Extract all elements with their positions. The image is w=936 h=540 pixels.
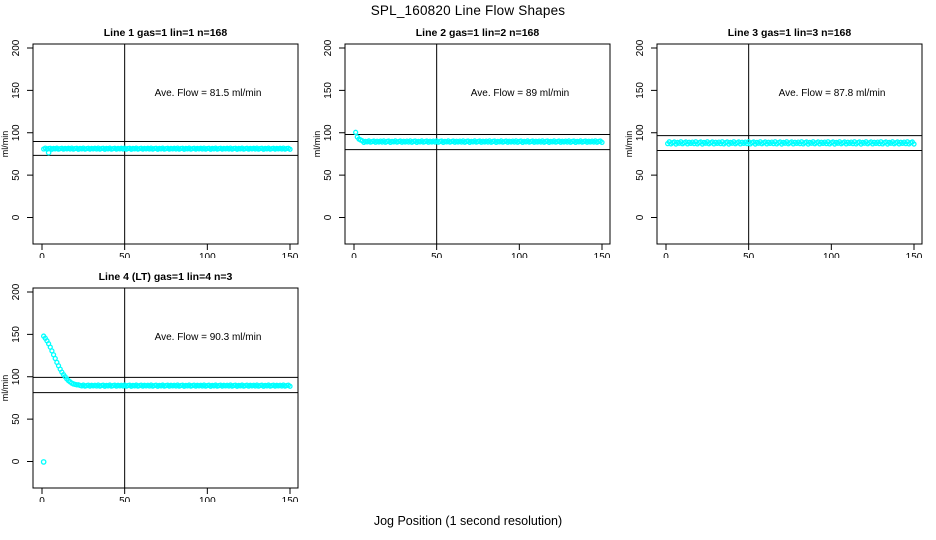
data-point	[287, 146, 293, 152]
data-points	[353, 129, 605, 146]
panel-title: Line 3 gas=1 lin=3 n=168	[728, 27, 852, 39]
y-tick-label: 50	[11, 413, 22, 425]
y-axis-label: ml/min	[0, 375, 10, 402]
panel-title: Line 1 gas=1 lin=1 n=168	[104, 27, 228, 39]
x-axis-title: Jog Position (1 second resolution)	[373, 514, 563, 528]
x-tick-label: 150	[282, 496, 299, 502]
y-tick-label: 100	[323, 124, 334, 141]
y-axis-label: ml/min	[312, 131, 322, 158]
y-tick-label: 200	[11, 39, 22, 56]
y-tick-label: 200	[323, 39, 334, 56]
main-title: SPL_160820 Line Flow Shapes	[370, 3, 566, 18]
outlier-point	[40, 459, 47, 465]
x-tick-label: 150	[594, 252, 611, 258]
panel-title: Line 2 gas=1 lin=2 n=168	[416, 27, 540, 39]
plot-box	[32, 43, 299, 245]
x-tick-label: 150	[282, 252, 299, 258]
y-tick-label: 200	[11, 283, 22, 300]
x-tick-label: 100	[199, 252, 216, 258]
x-tick-label: 150	[906, 252, 923, 258]
y-tick-label: 50	[635, 169, 646, 181]
y-tick-label: 100	[11, 124, 22, 141]
x-tick-label: 100	[199, 496, 216, 502]
y-tick-label: 0	[11, 214, 22, 220]
x-tick-label: 0	[39, 252, 45, 258]
panel-svg: Line 1 gas=1 lin=1 n=168 0 50 100 150 200 0 50 1…	[0, 27, 299, 258]
y-tick-label: 0	[635, 214, 646, 220]
y-axis-label: ml/min	[0, 131, 10, 158]
data-point	[353, 129, 359, 135]
y-tick-label: 150	[11, 82, 22, 99]
x-tick-label: 50	[119, 496, 131, 502]
x-tick-label: 50	[119, 252, 131, 258]
panel-line-2: Line 2 gas=1 lin=2 n=168 0 50 100 150 200 0 50 1…	[312, 14, 624, 258]
x-tick-label: 50	[431, 252, 443, 258]
plot-box	[32, 287, 299, 489]
y-tick-label: 0	[11, 458, 22, 464]
ave-flow-annotation: Ave. Flow = 87.8 ml/min	[779, 88, 886, 99]
y-tick-label: 50	[11, 169, 22, 181]
y-tick-label: 100	[11, 368, 22, 385]
plot-box	[344, 43, 611, 245]
panel-line-3: Line 3 gas=1 lin=3 n=168 0 50 100 150 200 0 50 1…	[624, 14, 936, 258]
y-axis-label: ml/min	[624, 131, 634, 158]
panel-svg: Line 3 gas=1 lin=3 n=168 0 50 100 150 200 0 50 1…	[624, 27, 923, 258]
data-point	[911, 141, 917, 147]
data-points	[40, 333, 293, 465]
data-points	[41, 145, 293, 156]
ave-flow-annotation: Ave. Flow = 81.5 ml/min	[155, 88, 262, 99]
ave-flow-annotation: Ave. Flow = 89 ml/min	[471, 88, 569, 99]
y-tick-label: 150	[323, 82, 334, 99]
panel-line-4: Line 4 (LT) gas=1 lin=4 n=3 0 50 100 150 200 0…	[0, 258, 312, 502]
data-points	[665, 139, 917, 147]
x-tick-label: 100	[823, 252, 840, 258]
panel-svg: Line 4 (LT) gas=1 lin=4 n=3 0 50 100 150 200 0…	[0, 271, 299, 502]
panel-line-1: Line 1 gas=1 lin=1 n=168 0 50 100 150 200 0 50 1…	[0, 14, 312, 258]
y-tick-label: 100	[635, 124, 646, 141]
x-tick-label: 0	[663, 252, 669, 258]
x-tick-label: 0	[39, 496, 45, 502]
y-tick-label: 150	[635, 82, 646, 99]
y-tick-label: 200	[635, 39, 646, 56]
x-tick-label: 100	[511, 252, 528, 258]
x-tick-label: 0	[351, 252, 357, 258]
data-point	[287, 383, 293, 389]
outlier-point	[45, 149, 52, 156]
y-tick-label: 50	[323, 169, 334, 181]
plot-box	[656, 43, 923, 245]
x-tick-label: 50	[743, 252, 755, 258]
data-point	[599, 139, 605, 146]
y-tick-label: 150	[11, 326, 22, 343]
ave-flow-annotation: Ave. Flow = 90.3 ml/min	[155, 332, 262, 343]
y-tick-label: 0	[323, 214, 334, 220]
panel-title: Line 4 (LT) gas=1 lin=4 n=3	[99, 271, 233, 283]
panel-svg: Line 2 gas=1 lin=2 n=168 0 50 100 150 200 0 50 1…	[312, 27, 611, 258]
